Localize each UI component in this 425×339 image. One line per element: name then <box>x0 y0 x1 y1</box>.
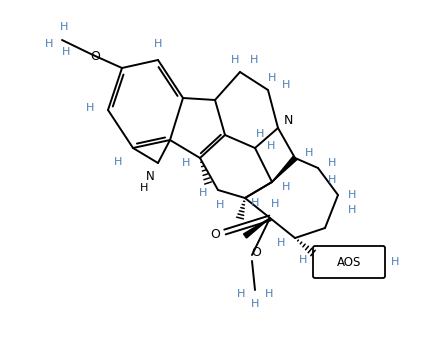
Text: H: H <box>277 238 285 248</box>
Text: H: H <box>251 198 259 208</box>
Text: H: H <box>60 22 68 32</box>
Text: O: O <box>210 227 220 240</box>
Text: H: H <box>282 182 290 192</box>
FancyBboxPatch shape <box>313 246 385 278</box>
Text: H: H <box>251 299 259 309</box>
Text: H: H <box>328 175 336 185</box>
Text: H: H <box>62 47 70 57</box>
Text: H: H <box>265 289 273 299</box>
Text: H: H <box>271 199 279 209</box>
Text: H: H <box>268 73 276 83</box>
Text: O: O <box>251 246 261 259</box>
Text: N: N <box>146 171 154 183</box>
Text: H: H <box>114 157 122 167</box>
Text: H: H <box>216 200 224 210</box>
Text: H: H <box>199 188 207 198</box>
Text: N: N <box>283 114 293 126</box>
Text: H: H <box>86 103 94 113</box>
Text: H: H <box>154 39 162 49</box>
Text: H: H <box>348 190 356 200</box>
Text: H: H <box>305 148 313 158</box>
Text: H: H <box>328 158 336 168</box>
Text: H: H <box>348 205 356 215</box>
Text: H: H <box>182 158 190 168</box>
Text: H: H <box>237 289 245 299</box>
Text: H: H <box>256 129 264 139</box>
Text: H: H <box>45 39 53 49</box>
Text: H: H <box>391 257 399 267</box>
Polygon shape <box>244 218 270 238</box>
Text: H: H <box>231 55 239 65</box>
Polygon shape <box>272 156 297 182</box>
Text: H: H <box>267 141 275 151</box>
Text: O: O <box>90 49 100 62</box>
Text: H: H <box>299 255 307 265</box>
Text: H: H <box>282 80 290 90</box>
Text: AOS: AOS <box>337 256 361 268</box>
Text: H: H <box>250 55 258 65</box>
Text: H: H <box>140 183 148 193</box>
